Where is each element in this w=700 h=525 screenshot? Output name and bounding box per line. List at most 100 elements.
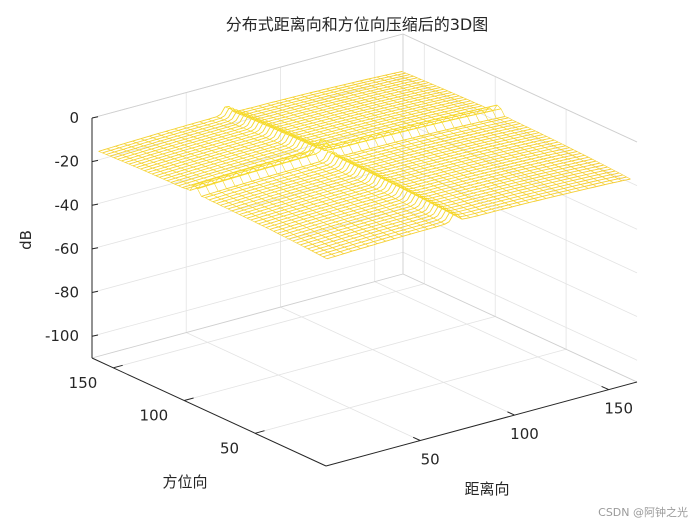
mesh-segment: [432, 133, 438, 136]
mesh-segment: [169, 131, 175, 134]
mesh-segment: [227, 152, 232, 155]
mesh-segment: [364, 153, 370, 156]
mesh-segment: [398, 145, 403, 148]
mesh-segment: [184, 167, 190, 171]
mesh-segment: [227, 149, 233, 152]
mesh-segment: [174, 151, 180, 154]
mesh-segment: [265, 134, 271, 139]
mesh-segment: [357, 94, 362, 97]
mesh-segment: [493, 133, 499, 136]
mesh-segment: [227, 118, 233, 122]
mesh-segment: [279, 151, 285, 154]
mesh-segment: [473, 132, 479, 135]
mesh-segment: [390, 117, 395, 120]
mesh-segment: [159, 144, 165, 148]
mesh-segment: [205, 131, 211, 134]
mesh-segment: [171, 177, 176, 180]
mesh-segment: [288, 96, 293, 99]
mesh-segment: [281, 111, 287, 114]
mesh-segment: [514, 134, 519, 137]
mesh-segment: [180, 172, 185, 175]
mesh-segment: [323, 184, 329, 187]
mesh-segment: [359, 79, 365, 82]
mesh-segment: [267, 152, 273, 155]
mesh-segment: [376, 153, 382, 156]
mesh-segment: [315, 105, 320, 108]
mesh-segment: [250, 132, 255, 135]
mesh-segment: [152, 138, 157, 142]
mesh-segment: [260, 203, 266, 206]
mesh-segment: [215, 180, 220, 184]
mesh-segment: [371, 109, 376, 112]
mesh-segment: [382, 168, 388, 171]
mesh-segment: [416, 109, 421, 112]
mesh-segment: [404, 81, 409, 84]
mesh-segment: [179, 175, 185, 178]
mesh-segment: [405, 121, 411, 124]
mesh-segment: [217, 166, 222, 169]
mesh-segment: [378, 115, 384, 118]
mesh-segment: [515, 125, 520, 128]
mesh-segment: [221, 138, 226, 141]
mesh-segment: [319, 104, 324, 107]
mesh-segment: [379, 161, 385, 164]
mesh-segment: [311, 188, 316, 191]
mesh-segment: [355, 83, 360, 85]
mesh-segment: [403, 109, 409, 112]
mesh-segment: [498, 129, 503, 132]
mesh-segment: [372, 154, 378, 157]
mesh-segment: [299, 185, 305, 189]
mesh-segment: [371, 160, 377, 163]
mesh-segment: [281, 196, 287, 200]
mesh-segment: [397, 123, 403, 126]
mesh-segment: [449, 132, 454, 135]
mesh-segment: [278, 195, 283, 198]
mesh-segment: [455, 147, 460, 150]
mesh-segment: [283, 184, 288, 187]
mesh-segment: [136, 162, 142, 165]
mesh-segment: [386, 90, 391, 93]
mesh-segment: [453, 128, 459, 131]
mesh-segment: [223, 121, 229, 124]
mesh-segment: [335, 128, 341, 131]
mesh-segment: [219, 149, 225, 152]
mesh-segment: [399, 110, 405, 113]
mesh-segment: [266, 192, 271, 195]
mesh-segment: [405, 98, 410, 101]
mesh-segment: [163, 174, 169, 177]
mesh-segment: [352, 124, 358, 127]
mesh-segment: [157, 162, 162, 165]
mesh-segment: [378, 144, 383, 147]
mesh-segment: [330, 111, 335, 114]
mesh-segment: [135, 143, 141, 147]
mesh-segment: [261, 137, 267, 140]
mesh-segment: [277, 130, 283, 139]
mesh-segment: [296, 120, 302, 123]
mesh-segment: [261, 113, 266, 116]
mesh-segment: [315, 99, 321, 102]
mesh-segment: [387, 164, 393, 167]
mesh-segment: [381, 152, 386, 155]
mesh-segment: [249, 114, 254, 117]
mesh-segment: [446, 94, 452, 97]
mesh-segment: [278, 109, 283, 112]
mesh-segment: [407, 139, 412, 142]
mesh-segment: [363, 83, 368, 86]
mesh-segment: [511, 124, 516, 126]
mesh-segment: [387, 82, 393, 85]
mesh-segment: [218, 127, 224, 131]
mesh-segment: [488, 139, 494, 142]
mesh-segment: [396, 106, 401, 109]
mesh-segment: [311, 147, 317, 151]
mesh-segment: [177, 158, 183, 161]
mesh-segment: [519, 127, 524, 130]
mesh-segment: [321, 91, 326, 93]
mesh-segment: [381, 149, 387, 152]
mesh-segment: [161, 130, 167, 133]
mesh-segment: [487, 124, 492, 127]
mesh-segment: [411, 84, 417, 87]
mesh-segment: [190, 152, 196, 155]
mesh-segment: [502, 131, 507, 134]
mesh-segment: [402, 120, 407, 123]
mesh-segment: [230, 160, 235, 163]
